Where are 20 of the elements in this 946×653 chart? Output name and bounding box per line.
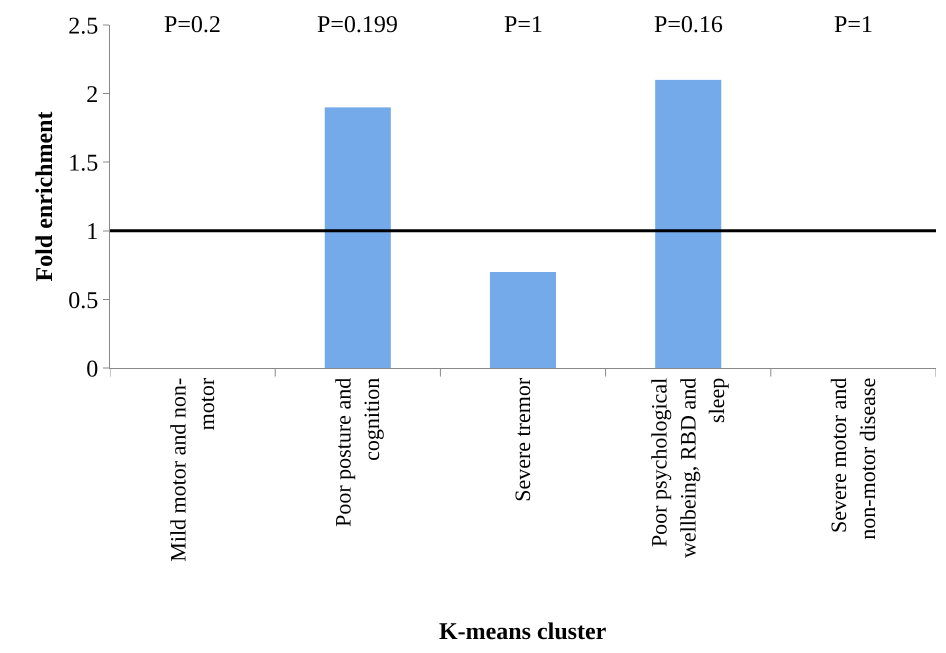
- y-tick-label: 0: [86, 356, 98, 382]
- x-axis-title: K-means cluster: [439, 619, 607, 645]
- bar: [324, 107, 391, 368]
- bar: [490, 272, 556, 368]
- annotation: P=1: [834, 12, 873, 38]
- y-axis-title: Fold enrichment: [32, 112, 58, 282]
- x-tick-label: Poor posture and cognition: [330, 378, 384, 527]
- y-tick-label: 2.5: [68, 13, 98, 40]
- x-tick-label: Poor psychological wellbeing, RBD and sleep: [646, 378, 729, 558]
- bar: [655, 80, 722, 368]
- annotation: P=0.2: [164, 12, 221, 38]
- annotation: P=0.16: [654, 12, 723, 38]
- annotation: P=0.199: [317, 12, 398, 38]
- y-tick-label: 1: [86, 219, 98, 246]
- y-tick-label: 0.5: [68, 288, 98, 314]
- x-tick-label: Mild motor and non-motor: [165, 377, 220, 562]
- annotation: P=1: [504, 12, 543, 38]
- x-tick-label: Severe tremor: [510, 377, 536, 502]
- y-tick-label: 1.5: [68, 150, 98, 177]
- y-tick-label: 2: [86, 82, 98, 108]
